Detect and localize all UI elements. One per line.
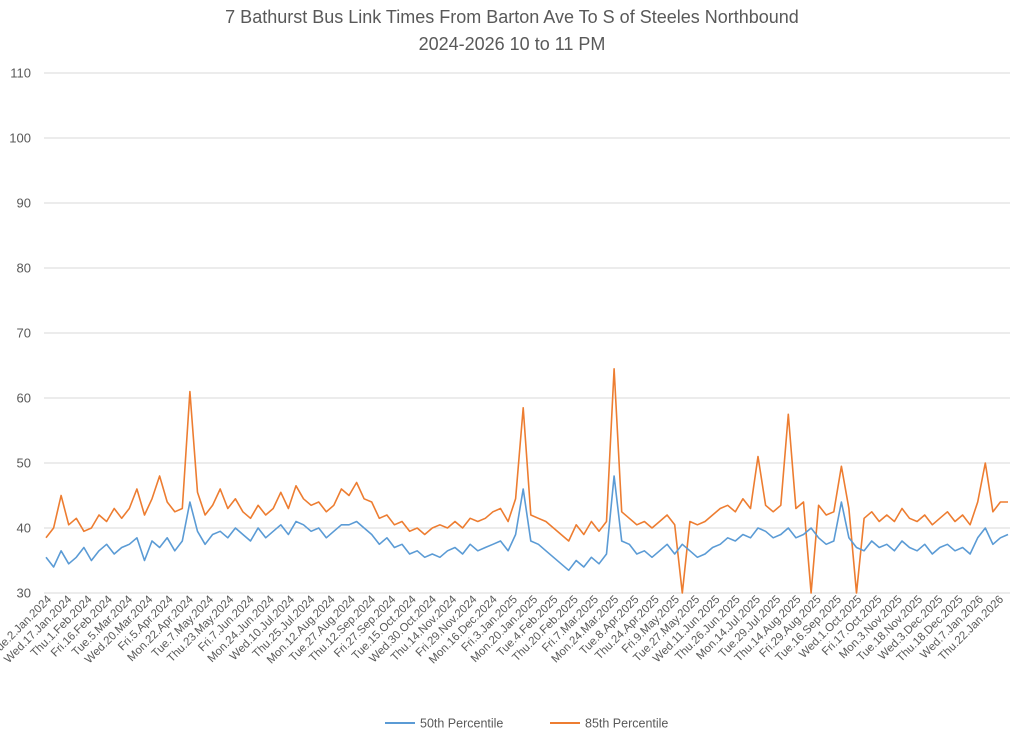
legend-label-2: 85th Percentile <box>585 717 668 731</box>
chart-subtitle: 2024-2026 10 to 11 PM <box>419 34 606 54</box>
y-tick-label: 30 <box>17 586 31 601</box>
y-tick-label: 50 <box>17 456 31 471</box>
y-tick-label: 80 <box>17 261 31 276</box>
y-tick-label: 90 <box>17 196 31 211</box>
x-axis-ticks: Tue.2.Jan.2024Wed.17.Jan.2024Thu.1.Feb.2… <box>0 593 1006 666</box>
y-tick-label: 70 <box>17 326 31 341</box>
series-line-2 <box>45 367 1008 594</box>
y-tick-label: 40 <box>17 521 31 536</box>
y-axis-ticks: 30 40 50 60 70 80 90 100 110 <box>9 66 31 601</box>
y-tick-label: 60 <box>17 391 31 406</box>
gridlines <box>44 72 1010 594</box>
legend: 50th Percentile 85th Percentile <box>385 717 668 731</box>
y-tick-label: 110 <box>10 66 31 81</box>
series-lines <box>45 367 1009 594</box>
y-tick-label: 100 <box>9 131 31 146</box>
series-line-1 <box>45 475 1009 572</box>
chart-title: 7 Bathurst Bus Link Times From Barton Av… <box>225 7 799 27</box>
legend-label-1: 50th Percentile <box>420 717 503 731</box>
